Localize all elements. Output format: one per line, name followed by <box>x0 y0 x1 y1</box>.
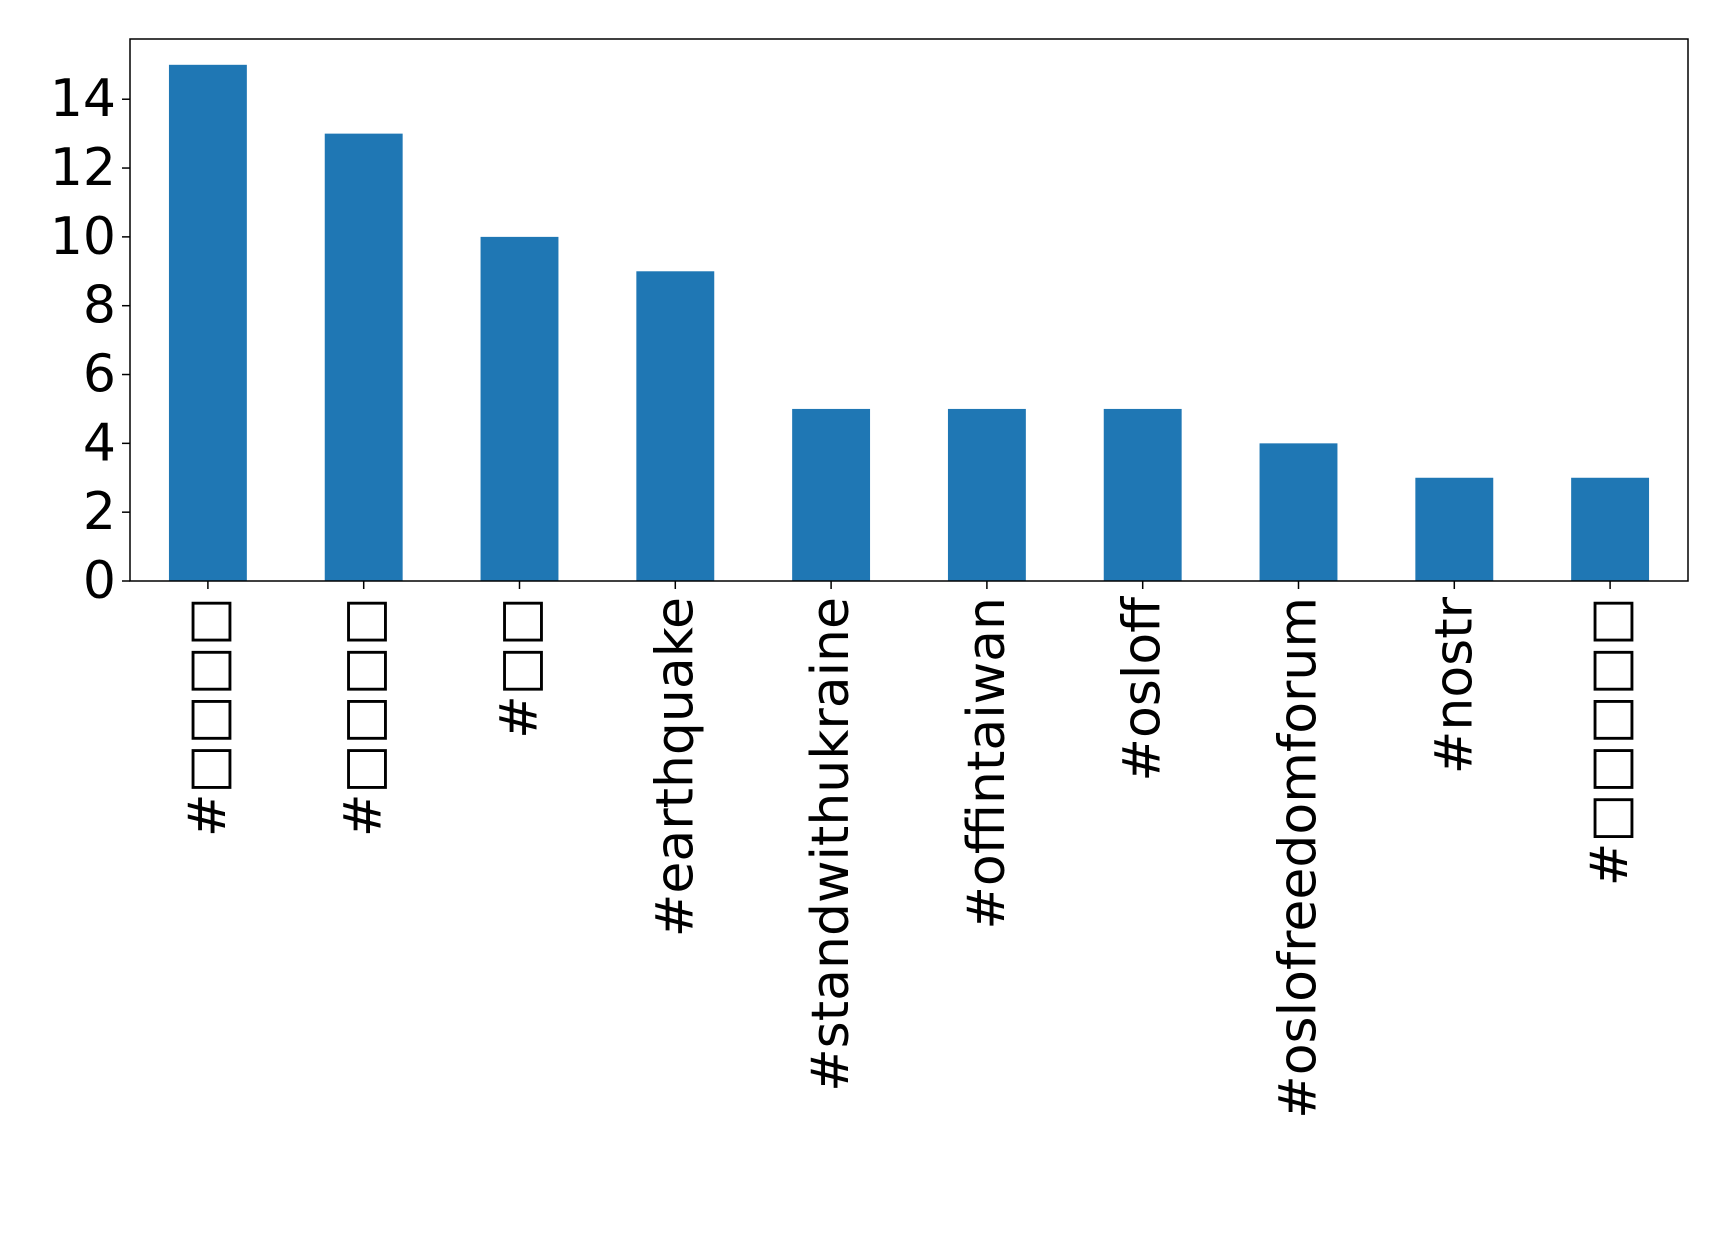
bar-2 <box>480 236 559 581</box>
x-tick-label: #□□□□ <box>178 597 238 837</box>
bar-7 <box>1259 443 1338 581</box>
y-tick-label: 8 <box>83 276 116 336</box>
bar-9 <box>1571 477 1650 581</box>
y-tick-label: 14 <box>50 69 116 129</box>
bar-4 <box>792 408 871 581</box>
plot-frame <box>129 38 1689 582</box>
bars-group <box>168 64 1650 582</box>
bar-6 <box>1103 408 1182 581</box>
y-tick-label: 6 <box>83 345 116 405</box>
bar-1 <box>324 133 403 581</box>
x-tick-label: #osloff <box>1113 596 1173 782</box>
x-tick-label: #□□ <box>490 597 550 739</box>
bar-5 <box>947 408 1026 581</box>
x-tick-label: #nostr <box>1424 596 1484 774</box>
x-tick-label: #□□□□□ <box>1580 597 1640 886</box>
y-tick-label: 2 <box>83 482 116 542</box>
y-tick-label: 4 <box>83 413 116 473</box>
y-tick-label: 0 <box>83 551 116 611</box>
bar-0 <box>168 64 247 582</box>
x-tick-label: #oslofreedomforum <box>1269 597 1329 1119</box>
y-tick-label: 10 <box>50 207 116 267</box>
x-tick-label: #standwithukraine <box>801 597 861 1092</box>
x-tick-label: #□□□□ <box>334 597 394 837</box>
x-tick-label: #offintaiwan <box>957 597 1017 930</box>
y-axis: 0 2 4 6 8 10 12 14 <box>50 69 130 611</box>
x-tick-label: #earthquake <box>645 597 705 937</box>
y-tick-label: 12 <box>50 138 116 198</box>
x-axis: #□□□□ #□□□□ #□□ #earthquake #standwithukrain… <box>178 581 1640 1119</box>
bar-8 <box>1415 477 1494 581</box>
bar-3 <box>636 271 715 581</box>
